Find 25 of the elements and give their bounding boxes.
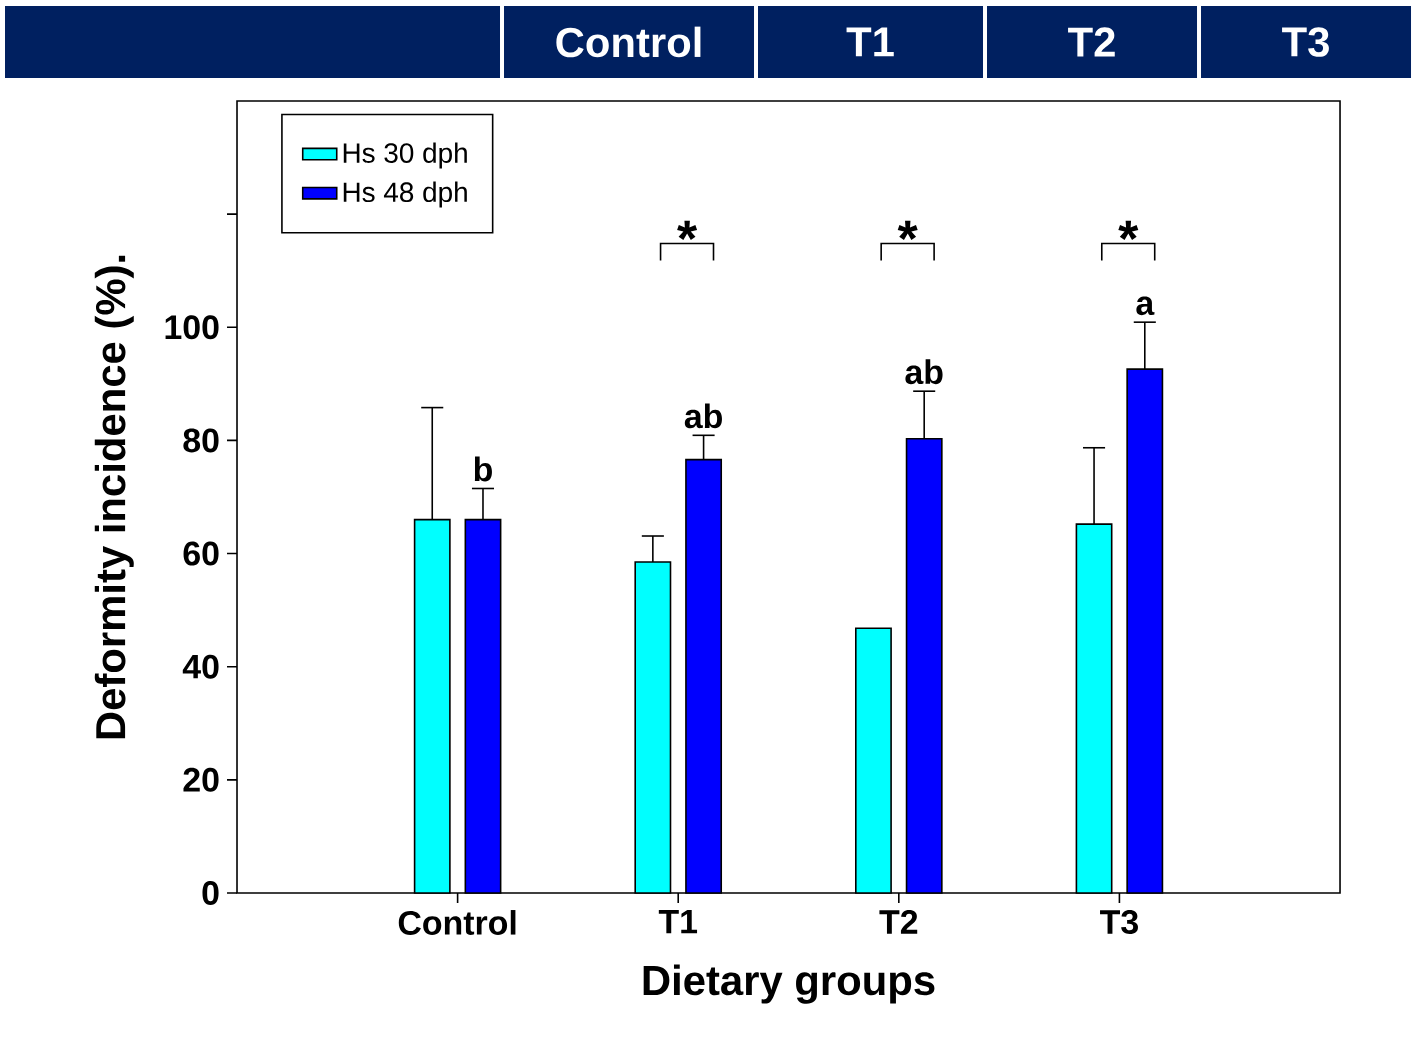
legend-label: Hs 30 dph <box>343 142 467 169</box>
x-tick-label: T1 <box>658 910 698 934</box>
annotation: * <box>897 220 918 240</box>
text: T2 <box>1068 27 1115 57</box>
annotation: a <box>1136 296 1155 316</box>
y-tick-label: 0 <box>202 880 219 905</box>
annotation: ab <box>905 359 943 385</box>
text: T3 <box>1282 27 1329 57</box>
annotation: * <box>1118 220 1139 240</box>
annotation: * <box>677 220 698 240</box>
y-tick-label: 20 <box>183 767 219 792</box>
text: Control <box>556 26 701 58</box>
annotation: ab <box>684 403 722 429</box>
x-tick-label: Control <box>398 910 516 935</box>
x-tick-label: T2 <box>879 910 918 934</box>
text: T1 <box>846 27 894 57</box>
legend-label: Hs 48 dph <box>343 181 467 208</box>
y-axis-title: Deformity incidence (%). <box>94 255 134 739</box>
y-tick-label: 60 <box>183 541 219 566</box>
x-axis-title: Dietary groups <box>643 964 935 1004</box>
x-tick-label: T3 <box>1100 910 1138 935</box>
annotation: b <box>474 456 492 482</box>
y-tick-label: 40 <box>182 654 219 679</box>
y-tick-label: 100 <box>165 315 219 340</box>
y-tick-label: 80 <box>183 428 219 453</box>
